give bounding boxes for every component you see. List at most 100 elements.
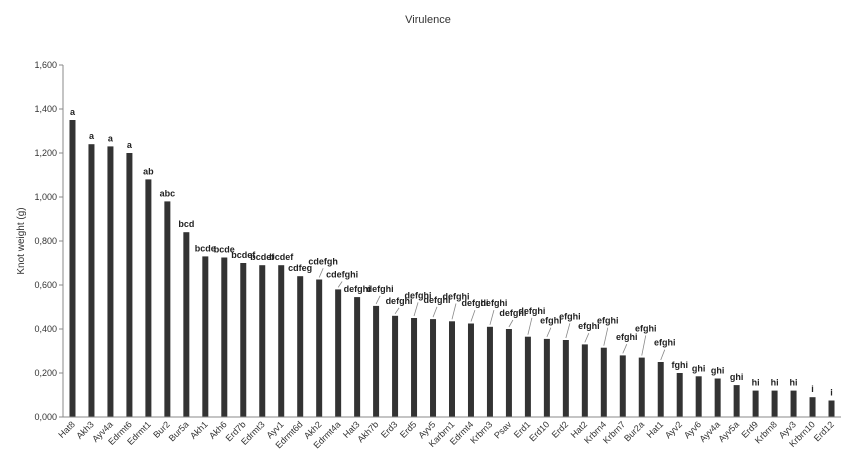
bar [790,390,797,417]
bar [297,276,304,417]
bar [657,362,664,417]
bar [828,400,835,417]
bar [695,376,702,417]
data-label: i [811,384,814,394]
data-label: abc [160,188,176,198]
data-label: defghi [443,292,470,302]
data-label: hi [790,378,798,388]
data-label: hi [771,378,779,388]
y-tick-label: 1,600 [34,60,57,70]
label-leader-line [451,303,457,320]
data-label: defghi [367,284,394,294]
data-label: efghi [616,332,638,342]
bar [411,318,418,417]
bar [714,378,721,417]
data-label: defghi [480,298,507,308]
bar [259,265,266,417]
data-label: cdefghi [326,270,358,280]
x-tick-label: Erd3 [379,419,400,440]
bar [486,326,493,417]
bar [88,144,95,417]
data-label: bcdef [231,250,256,260]
x-tick-label: Bur2a [622,419,646,443]
data-label: cdefgh [308,256,338,266]
data-label: ghi [692,363,706,373]
data-label: defghi [518,306,545,316]
bar [771,390,778,417]
bar [505,329,512,417]
x-tick-label: Erd10 [527,419,551,443]
x-tick-label: Hat8 [56,419,77,440]
data-label: bcde [214,245,235,255]
data-label: bcdef [269,252,294,262]
chart-title: Virulence [405,14,451,26]
x-tick-label: Hat1 [645,419,666,440]
data-label: ghi [711,366,725,376]
y-tick-label: 0,800 [34,236,57,246]
x-tick-label: Psav [492,419,514,441]
data-label: efghi [654,338,676,348]
data-label: bcdef [250,252,275,262]
bar [581,344,588,417]
data-label: ab [143,166,154,176]
x-tick-label: Erd5 [398,419,419,440]
bar [278,265,285,417]
data-labels: aa aaababcbcdbcdebcdebcdefbcdefbcdefcdfeg… [70,107,833,398]
bar [126,153,133,417]
label-leader-line [337,281,343,288]
bar [752,390,759,417]
bar [202,256,209,417]
data-label: a [108,133,114,143]
data-label: defghi [499,308,526,318]
data-label: fghi [671,360,688,370]
data-label: hi [752,378,760,388]
data-label: defghi [424,295,451,305]
label-leader-line [470,309,476,322]
label-leader-line [584,333,590,343]
bar [449,321,455,417]
bar [600,347,607,417]
data-label: i [830,388,833,398]
data-label: cdfeg [288,263,312,273]
bar [145,179,152,417]
bar [733,385,740,417]
y-axis: 0,000 0,200 0,400 0,600 0,800 1,000 1,200 1,400… [34,60,63,422]
x-tick-label: Akh7b [355,419,380,444]
bar [316,279,323,417]
bar [676,373,683,417]
x-tick-label: Erd12 [812,419,836,443]
label-leader-line [318,268,324,278]
x-tick-label: Ayv2 [663,419,684,440]
label-leader-line [660,349,666,361]
y-tick-label: 0,000 [34,412,57,422]
data-label: efghi [540,316,562,326]
bar [335,289,342,417]
data-label: efghi [597,316,619,326]
label-leader-line [546,327,552,338]
bar [221,257,228,417]
data-label: bcde [195,243,216,253]
label-leader-line [432,306,438,318]
x-tick-label: Akh1 [188,419,210,441]
data-label: defghi [344,284,371,294]
bars [69,120,835,417]
label-leader-line [603,327,609,346]
data-label: efghi [635,323,657,333]
label-leader-line [508,319,514,328]
label-leader-line [413,302,419,317]
data-label: defghi [386,296,413,306]
label-leader-line [622,344,628,354]
bar [430,319,437,417]
label-leader-line [641,335,647,356]
data-label: efghi [578,321,600,331]
bar [638,357,645,417]
data-label: efghi [559,311,581,321]
data-label: a [89,131,95,141]
label-leader-line [565,323,571,339]
bar [543,338,550,417]
x-tick-label: Erd2 [550,419,571,440]
data-label: bcd [178,219,194,229]
data-label: ghi [730,372,744,382]
bar [562,340,569,417]
